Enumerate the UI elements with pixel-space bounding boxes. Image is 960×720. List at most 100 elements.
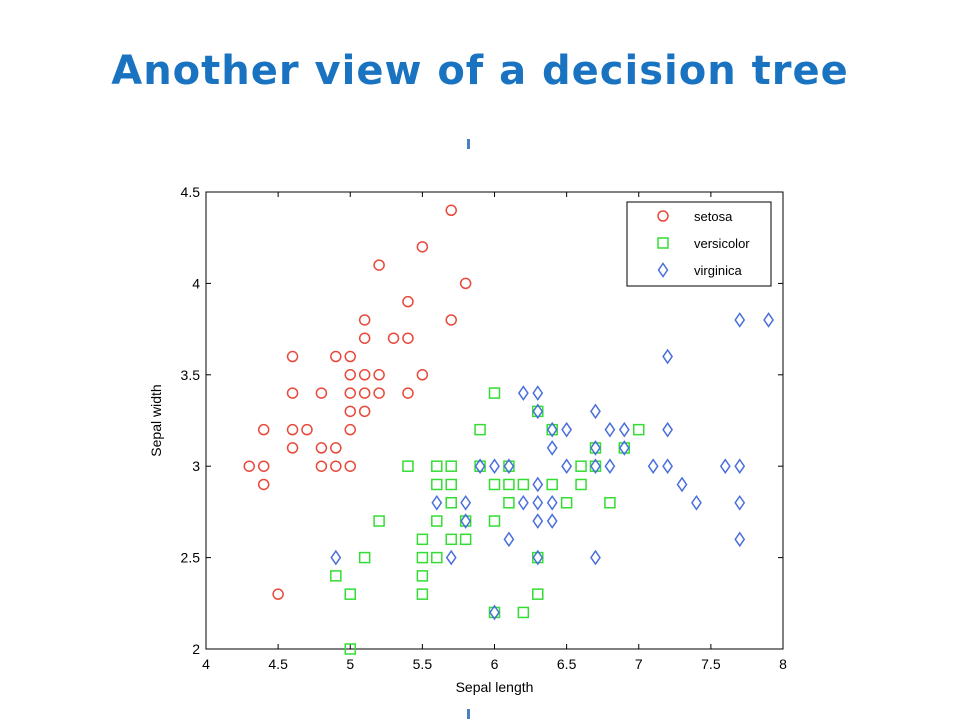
virginica-point	[517, 494, 529, 511]
virginica-point	[662, 348, 674, 365]
versicolor-point	[344, 643, 356, 655]
versicolor-point	[488, 478, 501, 491]
virginica-point	[618, 421, 630, 438]
legend-marker-versicolor	[657, 237, 669, 249]
versicolor-point	[431, 460, 443, 472]
setosa-point	[330, 460, 342, 472]
versicolor-point	[517, 478, 530, 491]
setosa-point	[286, 350, 299, 363]
virginica-point	[604, 421, 616, 438]
setosa-point	[416, 241, 429, 253]
virginica-point	[590, 440, 601, 456]
y-tick-label: 3	[192, 458, 200, 474]
virginica-point	[489, 458, 500, 475]
virginica-point	[532, 549, 544, 566]
setosa-point	[402, 295, 414, 308]
versicolor-point	[445, 497, 457, 509]
setosa-point	[344, 350, 356, 363]
setosa-point	[243, 460, 256, 472]
virginica-point	[532, 476, 544, 493]
virginica-point	[546, 513, 558, 529]
setosa-point	[402, 332, 414, 344]
x-tick-label: 5.5	[413, 656, 433, 672]
legend-label-setosa: setosa	[694, 209, 733, 224]
legend-marker-setosa	[657, 210, 669, 222]
virginica-point	[734, 531, 746, 548]
virginica-point	[719, 458, 731, 475]
setosa-point	[344, 387, 356, 399]
virginica-point	[546, 494, 558, 511]
setosa-point	[445, 204, 457, 217]
legend-label-virginica: virginica	[694, 263, 742, 278]
series-setosa	[243, 204, 472, 600]
setosa-point	[459, 277, 472, 290]
versicolor-point	[575, 478, 587, 491]
x-tick-label: 7	[635, 656, 643, 672]
virginica-point	[590, 549, 601, 566]
setosa-point	[358, 405, 371, 418]
virginica-point	[734, 458, 746, 475]
y-tick-label: 3.5	[181, 367, 201, 383]
versicolor-point	[560, 497, 573, 509]
setosa-point	[344, 423, 356, 436]
versicolor-point	[431, 478, 443, 491]
versicolor-point	[474, 423, 486, 436]
virginica-point	[647, 458, 659, 475]
setosa-point	[257, 460, 270, 472]
setosa-point	[286, 442, 299, 454]
x-tick-label: 6.5	[557, 656, 577, 672]
virginica-point	[763, 312, 774, 328]
setosa-point	[387, 332, 400, 344]
versicolor-point	[575, 460, 587, 472]
virginica-point	[431, 494, 443, 511]
virginica-point	[489, 604, 500, 621]
y-tick-label: 2.5	[181, 550, 201, 566]
setosa-point	[286, 387, 299, 399]
setosa-point	[286, 423, 299, 436]
setosa-point	[344, 369, 356, 381]
slide-title: Another view of a decision tree	[111, 48, 849, 94]
slide-decoration-mark-bottom	[467, 709, 470, 719]
legend-marker-virginica	[657, 262, 669, 278]
setosa-point	[373, 387, 385, 399]
y-tick-label: 2	[192, 641, 200, 657]
versicolor-point	[488, 515, 501, 527]
x-tick-label: 5	[346, 656, 354, 672]
virginica-point	[474, 458, 486, 475]
virginica-point	[460, 494, 472, 511]
virginica-point	[503, 458, 515, 475]
versicolor-point	[532, 588, 544, 600]
x-tick-label: 4	[202, 656, 210, 672]
versicolor-point	[402, 460, 414, 472]
virginica-point	[590, 458, 601, 475]
versicolor-point	[604, 497, 616, 509]
x-tick-label: 6	[491, 656, 499, 672]
setosa-point	[373, 259, 385, 271]
legend-label-versicolor: versicolor	[694, 236, 750, 251]
setosa-point	[358, 314, 371, 326]
virginica-point	[546, 421, 558, 438]
versicolor-point	[488, 387, 501, 399]
versicolor-point	[445, 460, 457, 472]
setosa-point	[257, 478, 270, 491]
versicolor-point	[503, 478, 515, 491]
versicolor-point	[416, 570, 429, 582]
y-tick-label: 4.5	[181, 184, 201, 200]
setosa-point	[373, 369, 385, 381]
series-virginica	[330, 312, 774, 621]
virginica-point	[734, 494, 746, 511]
versicolor-point	[431, 515, 443, 527]
virginica-point	[532, 494, 544, 511]
setosa-point	[315, 442, 328, 454]
setosa-point	[358, 369, 371, 381]
versicolor-point	[517, 606, 530, 619]
versicolor-point	[344, 588, 356, 600]
virginica-point	[445, 549, 457, 566]
virginica-point	[330, 549, 342, 566]
virginica-point	[517, 385, 529, 401]
virginica-point	[604, 458, 616, 475]
slide-decoration-mark-top	[467, 139, 470, 149]
setosa-point	[301, 423, 313, 436]
virginica-point	[460, 513, 472, 529]
